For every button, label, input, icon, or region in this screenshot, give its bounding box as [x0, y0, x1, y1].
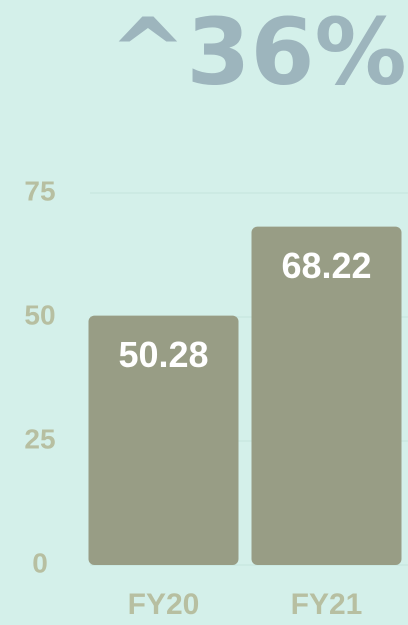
bar: [251, 226, 402, 566]
y-tick-label: 50: [24, 299, 55, 330]
x-tick-label: FY21: [291, 588, 363, 621]
value-label: 68.22: [281, 245, 371, 286]
value-label: 50.28: [118, 334, 208, 375]
y-tick-label: 0: [32, 547, 48, 578]
bar: [88, 315, 239, 565]
y-tick-label: 75: [24, 175, 55, 206]
chart-title: ^36%: [109, 0, 406, 105]
x-tick-label: FY20: [128, 588, 200, 621]
y-tick-label: 25: [24, 423, 55, 454]
